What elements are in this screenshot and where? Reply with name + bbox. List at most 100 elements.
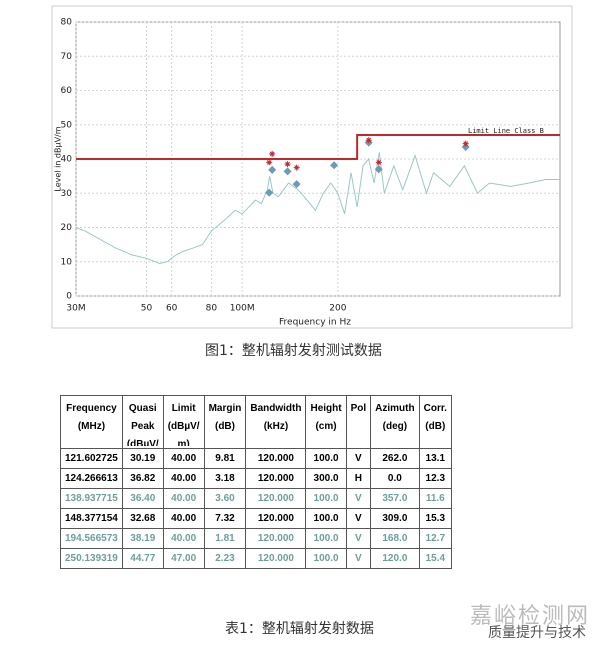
y-tick-label: 50 xyxy=(61,120,73,130)
table-cell: 100.0 xyxy=(305,508,347,529)
table-cell: 168.0 xyxy=(370,528,420,549)
x-tick-label: 100M xyxy=(230,304,255,314)
table-row: 121.602725 30.19 40.00 9.81 120.000 100.0 V 262… xyxy=(60,448,452,469)
qp-marker xyxy=(283,167,292,176)
header-cell: Quasi Peak (dBµV/ xyxy=(121,395,164,449)
table-cell: 120.000 xyxy=(245,468,307,489)
table-cell: 44.77 xyxy=(121,548,164,569)
table-row: 250.139319 44.77 47.00 2.23 120.000 100.0 V 120… xyxy=(60,548,452,569)
header-text: Bandwidth (kHz) xyxy=(250,400,301,446)
figure-caption: 图1：整机辐射发射测试数据 xyxy=(205,343,382,359)
table-cell: 40.00 xyxy=(162,528,205,549)
peak-marker xyxy=(284,161,291,168)
table-cell: 250.139319 xyxy=(60,548,123,569)
table-cell: 7.32 xyxy=(203,508,247,529)
header-cell: Height (cm) xyxy=(305,395,347,449)
header-text: Pol xyxy=(351,400,367,446)
qp-marker xyxy=(268,165,277,174)
table-cell: 120.000 xyxy=(245,488,307,509)
header-line: Quasi xyxy=(128,403,157,414)
table-cell: 12.7 xyxy=(418,528,452,549)
table-cell: 2.23 xyxy=(203,548,247,569)
header-text: Corr. (dB) xyxy=(424,400,447,446)
table-cell: 309.0 xyxy=(370,508,420,529)
qp-marker xyxy=(330,161,339,170)
table-cell: 0.0 xyxy=(370,468,420,489)
header-line: Frequency xyxy=(66,403,117,414)
header-line: Height xyxy=(310,403,342,414)
table-cell: 262.0 xyxy=(370,448,420,469)
watermark: 嘉峪检测网 xyxy=(470,604,591,629)
y-tick-label: 0 xyxy=(66,292,72,302)
header-line: (MHz) xyxy=(77,421,106,432)
table-cell: 100.0 xyxy=(305,548,347,569)
table-cell: 15.3 xyxy=(418,508,452,529)
header-line: (dB) xyxy=(425,421,446,432)
table-cell: 40.00 xyxy=(162,508,205,529)
table-cell: 1.81 xyxy=(203,528,247,549)
header-line: (dBµV/ xyxy=(167,421,200,432)
header-line: Bandwidth xyxy=(250,403,302,414)
spectrum-trace xyxy=(75,152,560,264)
header-line: Pol xyxy=(350,403,367,414)
y-tick-label: 60 xyxy=(61,86,73,96)
x-tick-label: 80 xyxy=(206,304,218,314)
table-cell: 120.000 xyxy=(245,528,307,549)
y-tick-label: 80 xyxy=(61,18,73,28)
header-line: (deg) xyxy=(382,421,408,432)
peak-marker xyxy=(462,140,469,147)
header-cell: Azimuth (deg) xyxy=(370,395,420,449)
header-line: Azimuth xyxy=(375,403,415,414)
header-text: Limit (dBµV/m) xyxy=(168,400,200,446)
header-line: (kHz) xyxy=(263,421,289,432)
table-cell: 30.19 xyxy=(121,448,164,469)
table-cell: 120.000 xyxy=(245,508,307,529)
table-cell: 12.3 xyxy=(418,468,452,489)
y-tick-label: 70 xyxy=(61,52,73,62)
x-tick-label: 30M xyxy=(66,304,85,314)
peak-marker xyxy=(375,159,382,166)
table-caption: 表1：整机辐射发射数据 xyxy=(225,621,374,637)
table-row: 194.566573 38.19 40.00 1.81 120.000 100.0 V 168… xyxy=(60,528,452,549)
table-cell: 300.0 xyxy=(305,468,347,489)
table-cell: V xyxy=(345,488,372,509)
qp-marker xyxy=(265,188,274,197)
peak-marker xyxy=(266,159,273,166)
peak-marker xyxy=(293,164,300,171)
table-cell: 148.377154 xyxy=(60,508,123,529)
table-cell: 120.000 xyxy=(245,448,307,469)
table-cell: V xyxy=(345,448,372,469)
header-text: Quasi Peak (dBµV/ xyxy=(127,400,159,446)
x-tick-label: 50 xyxy=(141,304,153,314)
y-tick-label: 20 xyxy=(61,223,73,233)
header-cell: Pol xyxy=(345,395,372,449)
header-line: (dBµV/ xyxy=(126,439,159,446)
header-line: Limit xyxy=(171,403,196,414)
table-cell: 124.266613 xyxy=(60,468,123,489)
table-cell: 36.40 xyxy=(121,488,164,509)
chart: Frequency in Hz Level in dBµV/m 0 10 20 30 4… xyxy=(51,5,573,329)
y-tick-label: 40 xyxy=(61,155,73,165)
table-cell: 120.0 xyxy=(370,548,420,569)
table-cell: 40.00 xyxy=(162,448,205,469)
peak-marker xyxy=(365,137,372,144)
table-cell: 121.602725 xyxy=(60,448,123,469)
table-cell: 47.00 xyxy=(162,548,205,569)
table-cell: 9.81 xyxy=(203,448,247,469)
y-tick-label: 30 xyxy=(61,189,73,199)
qp-marker xyxy=(374,165,383,174)
table-cell: 3.60 xyxy=(203,488,247,509)
table-cell: 36.82 xyxy=(121,468,164,489)
header-line: (dB) xyxy=(214,421,235,432)
table-cell: 13.1 xyxy=(418,448,452,469)
table-row: 124.266613 36.82 40.00 3.18 120.000 300.0 H 0.0… xyxy=(60,468,452,489)
peak-marker xyxy=(269,150,276,157)
limit-line xyxy=(76,134,560,160)
y-axis-label: Level in dBµV/m xyxy=(54,126,63,191)
table-cell: 3.18 xyxy=(203,468,247,489)
table-cell: 357.0 xyxy=(370,488,420,509)
x-axis-label: Frequency in Hz xyxy=(279,318,351,328)
table-cell: 194.566573 xyxy=(60,528,123,549)
limit-annotation: Limit Line Class B xyxy=(468,127,544,135)
